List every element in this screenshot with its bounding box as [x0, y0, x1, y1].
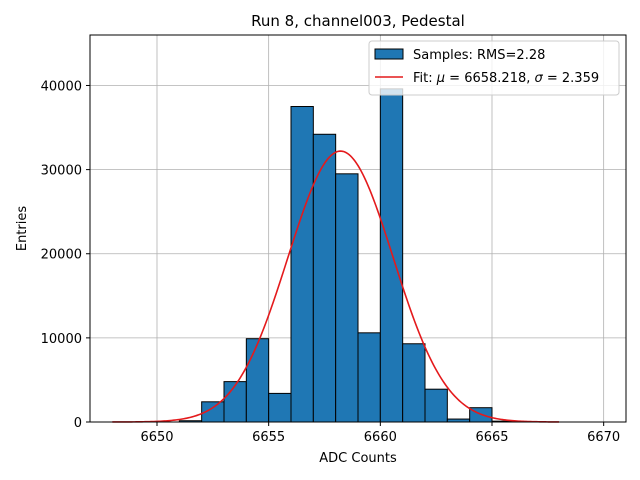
histogram-bars	[178, 88, 515, 423]
histogram-bar	[357, 332, 381, 423]
y-tick-label: 10000	[41, 332, 82, 347]
axis-ticks: 6650 6655 6660 6665 6670 0 10000 20000 30000 4000…	[41, 79, 621, 445]
x-axis-label: ADC Counts	[319, 451, 397, 466]
legend-fit-mu-symbol: μ	[436, 71, 445, 86]
histogram-bar	[268, 392, 292, 423]
legend-box	[368, 40, 620, 96]
histogram-bar	[379, 88, 404, 423]
x-tick-label: 6670	[587, 430, 620, 445]
histogram-bar	[335, 173, 359, 423]
chart-title: Run 8, channel003, Pedestal	[251, 12, 465, 30]
fit-curve	[112, 150, 560, 423]
histogram-bar	[223, 381, 247, 423]
legend-fit-mu-value: = 6658.218,	[445, 71, 534, 86]
legend-fit-sigma-value: = 2.359	[543, 71, 599, 86]
histogram-bar	[290, 106, 314, 423]
histogram-bar	[245, 338, 270, 423]
histogram-bar	[424, 388, 448, 423]
x-tick-label: 6665	[475, 430, 508, 445]
y-tick-label: 0	[74, 416, 82, 431]
y-tick-label: 40000	[41, 79, 82, 94]
legend-samples-swatch	[374, 48, 404, 60]
legend-fit-label: Fit: μ = 6658.218, σ = 2.359	[413, 71, 599, 86]
plot-frame	[89, 34, 627, 423]
legend: Samples: RMS=2.28 Fit: μ = 6658.218, σ =…	[368, 40, 620, 96]
legend-fit-prefix: Fit:	[413, 71, 437, 86]
y-axis-label: Entries	[15, 206, 30, 252]
y-tick-label: 20000	[41, 248, 82, 263]
histogram-bar	[402, 343, 426, 423]
x-tick-label: 6655	[252, 430, 285, 445]
legend-fit-sigma-symbol: σ	[535, 71, 544, 86]
gaussian-fit	[112, 150, 560, 423]
x-tick-label: 6660	[364, 430, 397, 445]
legend-samples-label: Samples: RMS=2.28	[413, 48, 545, 63]
x-tick-label: 6650	[140, 430, 173, 445]
y-tick-label: 30000	[41, 164, 82, 179]
